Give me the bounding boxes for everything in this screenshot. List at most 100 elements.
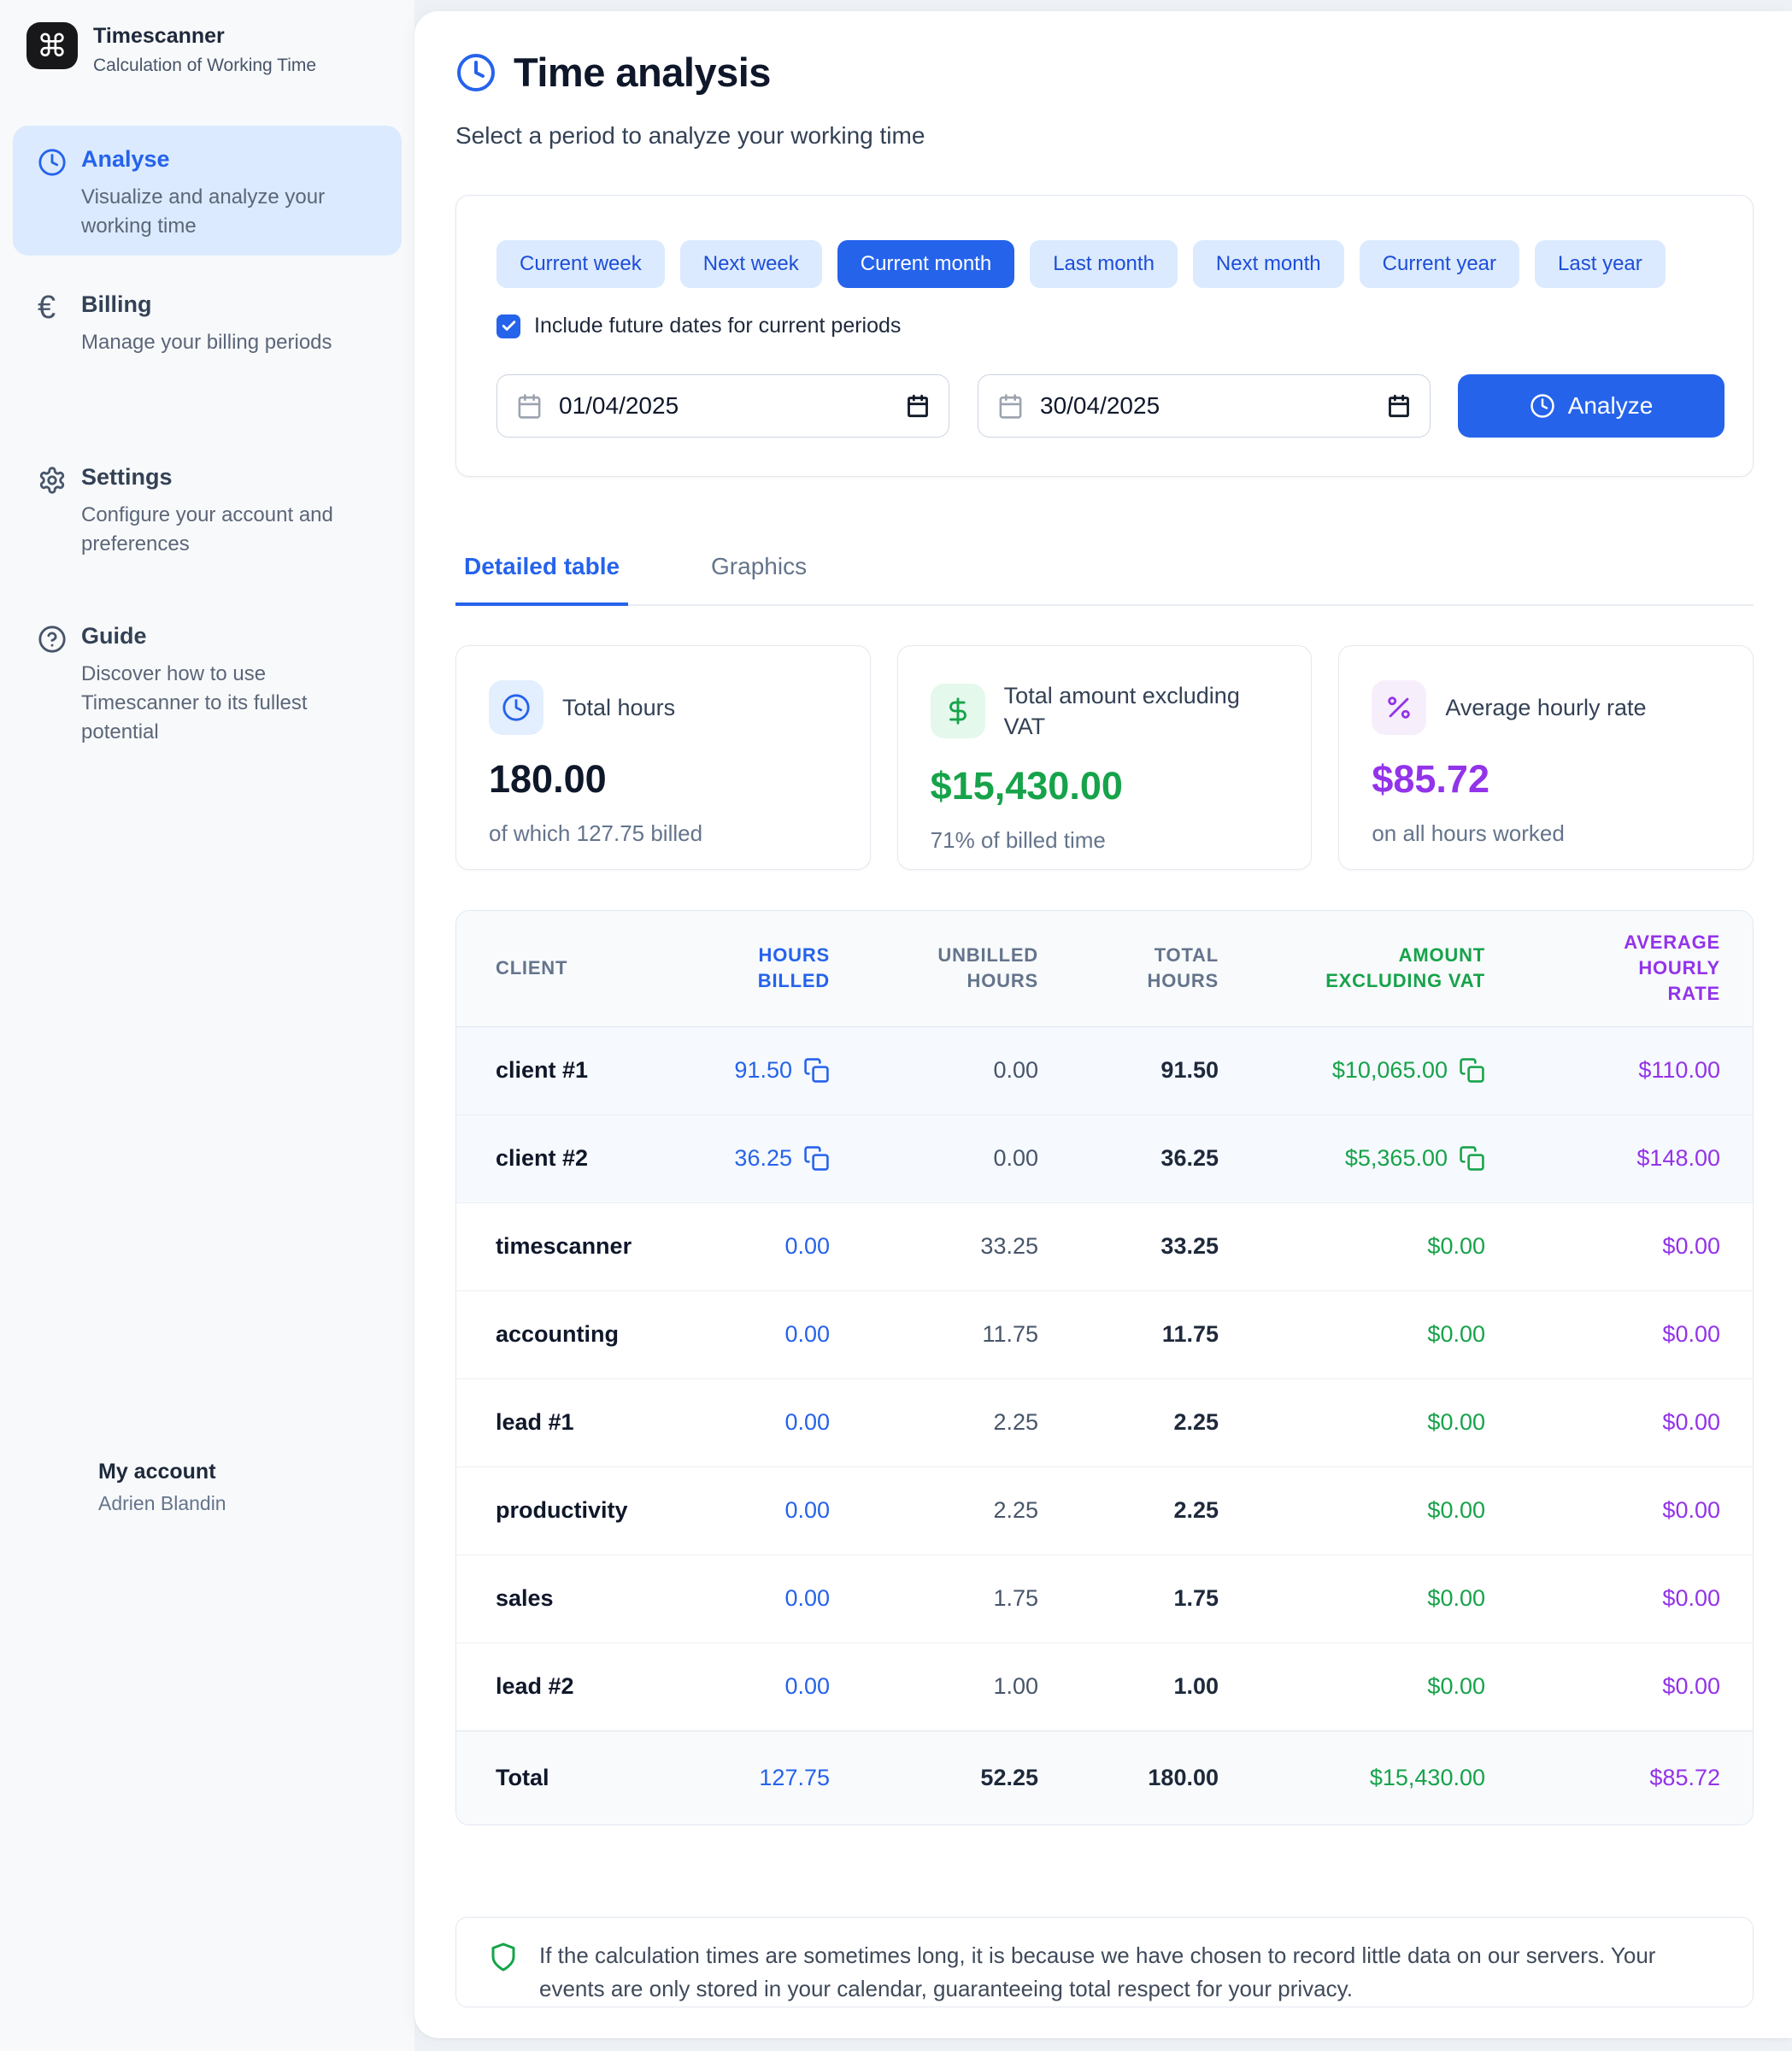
cell-client: accounting bbox=[456, 1290, 704, 1378]
cell-unbilled-hours: 1.75 bbox=[830, 1554, 1038, 1643]
euro-icon: € bbox=[38, 290, 56, 326]
cell-rate: $110.00 bbox=[1638, 1057, 1720, 1083]
date-picker-icon[interactable] bbox=[906, 394, 930, 418]
clock-icon bbox=[455, 52, 496, 93]
cell-unbilled-hours: 1.00 bbox=[830, 1642, 1038, 1731]
page-title: Time analysis bbox=[514, 50, 771, 95]
cell-unbilled-hours: 33.25 bbox=[830, 1202, 1038, 1290]
cell-client: productivity bbox=[456, 1466, 704, 1554]
card-label: Total hours bbox=[562, 695, 676, 720]
sidebar-item-settings[interactable]: Settings Configure your account and pref… bbox=[13, 444, 402, 559]
card-value: $85.72 bbox=[1372, 757, 1489, 801]
column-average-hourly-rate: Average hourly rate bbox=[1485, 911, 1753, 1027]
summary-cards: Total hours 180.00 of which 127.75 bille… bbox=[455, 645, 1754, 870]
table-row: sales 0.00 1.75 1.75 $0.00 $0.00 bbox=[456, 1554, 1753, 1643]
period-button-current-month[interactable]: Current month bbox=[837, 240, 1015, 288]
sidebar-item-label: Settings bbox=[81, 464, 173, 490]
cell-client: client #1 bbox=[496, 1057, 589, 1083]
period-button-next-month[interactable]: Next month bbox=[1192, 240, 1344, 288]
clients-table: Client Hours billed Unbilled hours Total… bbox=[456, 911, 1753, 1825]
cell-total-hours: 36.25 bbox=[1038, 1114, 1219, 1202]
date-picker-icon[interactable] bbox=[1387, 394, 1411, 418]
question-icon bbox=[38, 625, 67, 654]
card-subtext: of which 127.75 billed bbox=[489, 820, 703, 846]
include-future-dates-checkbox[interactable] bbox=[496, 314, 520, 338]
sidebar-item-description: Manage your billing periods bbox=[81, 331, 332, 354]
copy-icon[interactable] bbox=[803, 1145, 830, 1172]
period-button-last-year[interactable]: Last year bbox=[1535, 240, 1666, 288]
sidebar-item-analyse[interactable]: Analyse Visualize and analyze your worki… bbox=[13, 126, 402, 256]
sidebar-item-guide[interactable]: Guide Discover how to use Timescanner to… bbox=[13, 602, 402, 747]
dollar-icon bbox=[930, 684, 985, 738]
cell-client: lead #2 bbox=[456, 1642, 704, 1731]
clock-icon bbox=[1530, 393, 1555, 419]
page-header: Time analysis bbox=[455, 49, 771, 96]
column-amount-excluding-vat: Amount excluding VAT bbox=[1219, 911, 1485, 1027]
copy-icon[interactable] bbox=[1459, 1145, 1485, 1172]
card-label: Average hourly rate bbox=[1445, 695, 1647, 720]
cell-amount: $10,065.00 bbox=[1219, 1026, 1485, 1114]
total-amount-card: Total amount excluding VAT $15,430.00 71… bbox=[896, 645, 1313, 870]
sidebar-item-billing[interactable]: € Billing Manage your billing periods bbox=[13, 271, 402, 357]
check-icon bbox=[502, 320, 515, 331]
total-label: Total bbox=[456, 1730, 704, 1825]
sidebar-item-description: Discover how to use Timescanner to its f… bbox=[81, 662, 308, 743]
sidebar-item-label: Guide bbox=[81, 623, 147, 649]
cell-total-hours: 1.00 bbox=[1038, 1642, 1219, 1731]
analyze-button[interactable]: Analyze bbox=[1458, 374, 1724, 438]
command-icon: ⌘ bbox=[37, 27, 68, 63]
tab-detailed-table[interactable]: Detailed table bbox=[455, 548, 629, 606]
include-future-dates-row: Include future dates for current periods bbox=[496, 314, 901, 338]
period-button-current-week[interactable]: Current week bbox=[496, 240, 665, 288]
cell-amount: $0.00 bbox=[1219, 1202, 1485, 1290]
sidebar-item-label: Billing bbox=[81, 291, 152, 317]
main-panel: Time analysis Select a period to analyze… bbox=[414, 11, 1792, 2038]
column-hours-billed: Hours billed bbox=[704, 911, 830, 1027]
shield-icon bbox=[488, 1942, 519, 1972]
table-row: accounting 0.00 11.75 11.75 $0.00 $0.00 bbox=[456, 1290, 1753, 1378]
copy-icon[interactable] bbox=[1459, 1057, 1485, 1084]
calendar-icon bbox=[516, 393, 543, 420]
cell-client: sales bbox=[456, 1554, 704, 1643]
table-row: lead #1 0.00 2.25 2.25 $0.00 $0.00 bbox=[456, 1378, 1753, 1466]
app-tagline: Calculation of Working Time bbox=[93, 56, 317, 75]
copy-icon[interactable] bbox=[803, 1057, 830, 1084]
card-label: Total amount excluding VAT bbox=[1003, 683, 1240, 739]
period-button-current-year[interactable]: Current year bbox=[1359, 240, 1520, 288]
sidebar-item-description: Visualize and analyze your working time bbox=[81, 185, 326, 238]
cell-client: lead #1 bbox=[456, 1378, 704, 1466]
cell-rate: $0.00 bbox=[1485, 1202, 1753, 1290]
date-range-row: 01/04/2025 30/04/2025 bbox=[496, 374, 1724, 438]
clock-icon bbox=[38, 148, 67, 177]
my-account[interactable]: My account Adrien Blandin bbox=[98, 1460, 226, 1515]
calendar-icon bbox=[997, 393, 1024, 420]
cell-unbilled-hours: 11.75 bbox=[830, 1290, 1038, 1378]
cell-unbilled-hours: 0.00 bbox=[830, 1114, 1038, 1202]
cell-total-hours: 1.75 bbox=[1038, 1554, 1219, 1643]
period-button-next-week[interactable]: Next week bbox=[679, 240, 822, 288]
view-tabs: Detailed table Graphics bbox=[455, 548, 1754, 606]
start-date-input[interactable]: 01/04/2025 bbox=[496, 374, 949, 438]
table-row: lead #2 0.00 1.00 1.00 $0.00 $0.00 bbox=[456, 1642, 1753, 1731]
column-total-hours: Total hours bbox=[1038, 911, 1219, 1027]
column-client: Client bbox=[456, 911, 704, 1027]
tab-graphics[interactable]: Graphics bbox=[711, 553, 808, 579]
cell-hours-billed: 0.00 bbox=[704, 1466, 830, 1554]
privacy-note: If the calculation times are sometimes l… bbox=[455, 1917, 1754, 2007]
total-hours-card: Total hours 180.00 of which 127.75 bille… bbox=[455, 645, 871, 870]
total-unbilled-hours: 52.25 bbox=[830, 1730, 1038, 1825]
cell-amount: $5,365.00 bbox=[1219, 1114, 1485, 1202]
card-subtext: on all hours worked bbox=[1372, 820, 1565, 846]
gear-icon bbox=[38, 466, 67, 495]
cell-total-hours: 2.25 bbox=[1038, 1466, 1219, 1554]
total-rate: $85.72 bbox=[1485, 1730, 1753, 1825]
column-unbilled-hours: Unbilled hours bbox=[830, 911, 1038, 1027]
checkbox-label: Include future dates for current periods bbox=[534, 314, 902, 338]
table-row: productivity 0.00 2.25 2.25 $0.00 $0.00 bbox=[456, 1466, 1753, 1554]
period-button-last-month[interactable]: Last month bbox=[1030, 240, 1178, 288]
total-hours-billed: 127.75 bbox=[704, 1730, 830, 1825]
cell-client: timescanner bbox=[456, 1202, 704, 1290]
end-date-input[interactable]: 30/04/2025 bbox=[978, 374, 1431, 438]
brand: ⌘ Timescanner Calculation of Working Tim… bbox=[26, 22, 316, 76]
